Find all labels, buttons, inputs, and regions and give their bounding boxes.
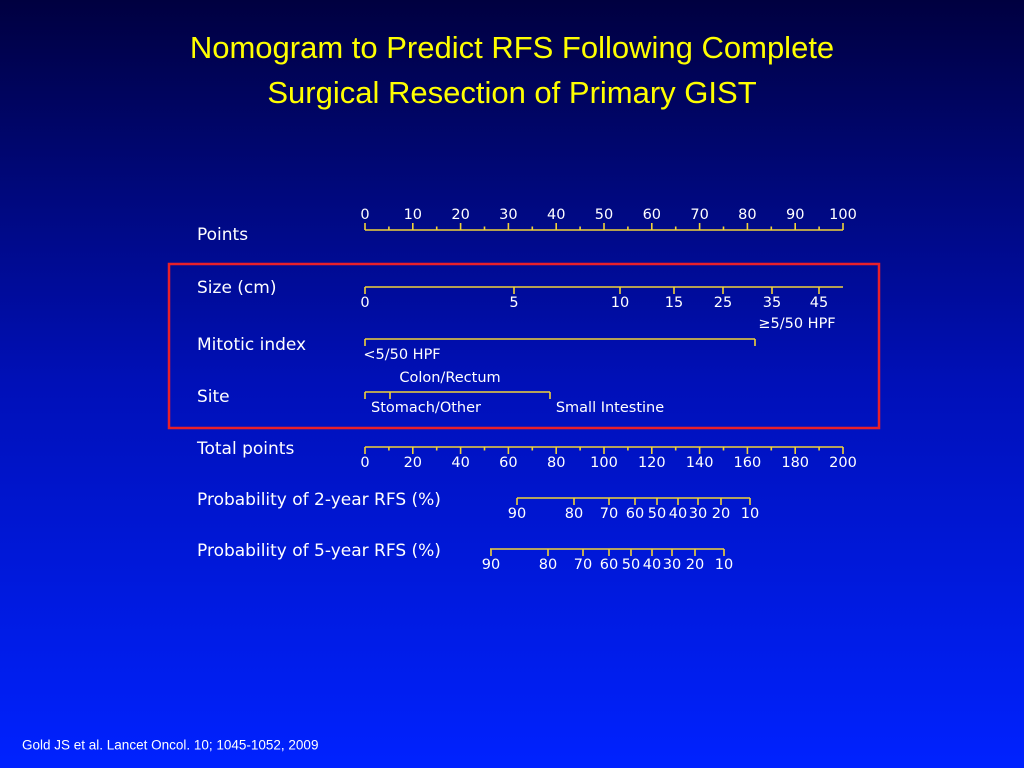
tick-label: 140 bbox=[686, 455, 714, 471]
tick-label: 40 bbox=[669, 506, 687, 522]
tick-label: 100 bbox=[590, 455, 618, 471]
tick-label: Small Intestine bbox=[556, 400, 664, 416]
tick-label: 80 bbox=[539, 557, 557, 573]
tick-label: 0 bbox=[360, 295, 369, 311]
footnote: Gold JS et al. Lancet Oncol. 10; 1045-10… bbox=[22, 738, 318, 753]
tick-label: 70 bbox=[690, 207, 708, 223]
tick-label: 180 bbox=[781, 455, 809, 471]
tick-label: 100 bbox=[829, 207, 857, 223]
tick-label: 0 bbox=[360, 207, 369, 223]
tick-label: 15 bbox=[665, 295, 683, 311]
tick-label: 120 bbox=[638, 455, 666, 471]
tick-label: 160 bbox=[734, 455, 762, 471]
tick-label: 45 bbox=[810, 295, 828, 311]
tick-label: 35 bbox=[763, 295, 781, 311]
tick-label: 90 bbox=[786, 207, 804, 223]
tick-label: 90 bbox=[508, 506, 526, 522]
tick-label: 20 bbox=[404, 455, 422, 471]
tick-label: 60 bbox=[626, 506, 644, 522]
tick-label: 10 bbox=[715, 557, 733, 573]
tick-label: 80 bbox=[565, 506, 583, 522]
tick-label: 25 bbox=[714, 295, 732, 311]
tick-label: 0 bbox=[360, 455, 369, 471]
tick-label: 50 bbox=[648, 506, 666, 522]
tick-label: 50 bbox=[595, 207, 613, 223]
tick-label: 10 bbox=[404, 207, 422, 223]
tick-label: 90 bbox=[482, 557, 500, 573]
tick-label: 200 bbox=[829, 455, 857, 471]
row-label: Size (cm) bbox=[197, 278, 276, 298]
tick-label: <5/50 HPF bbox=[363, 347, 440, 363]
highlight-box bbox=[167, 262, 881, 430]
tick-label: 20 bbox=[451, 207, 469, 223]
tick-label: ≥5/50 HPF bbox=[758, 316, 835, 332]
row-label: Total points bbox=[196, 439, 294, 459]
title: Nomogram to Predict RFS Following Comple… bbox=[190, 30, 834, 65]
row-label: Points bbox=[197, 225, 248, 245]
tick-label: 60 bbox=[600, 557, 618, 573]
tick-label: 70 bbox=[600, 506, 618, 522]
tick-label: 10 bbox=[741, 506, 759, 522]
tick-label: 20 bbox=[686, 557, 704, 573]
row-label: Probability of 2-year RFS (%) bbox=[197, 490, 441, 510]
tick-label: Stomach/Other bbox=[371, 400, 481, 416]
row-label: Site bbox=[197, 387, 230, 407]
tick-label: 60 bbox=[499, 455, 517, 471]
tick-label: 40 bbox=[451, 455, 469, 471]
tick-label: 80 bbox=[738, 207, 756, 223]
tick-label: 60 bbox=[643, 207, 661, 223]
tick-label: 40 bbox=[547, 207, 565, 223]
title: Surgical Resection of Primary GIST bbox=[267, 75, 756, 110]
tick-label: 30 bbox=[689, 506, 707, 522]
tick-label: 20 bbox=[712, 506, 730, 522]
tick-label: 10 bbox=[611, 295, 629, 311]
tick-label: 30 bbox=[499, 207, 517, 223]
tick-label: Colon/Rectum bbox=[399, 370, 500, 386]
row-label: Probability of 5-year RFS (%) bbox=[197, 541, 441, 561]
tick-label: 40 bbox=[643, 557, 661, 573]
tick-label: 70 bbox=[574, 557, 592, 573]
tick-label: 50 bbox=[622, 557, 640, 573]
tick-label: 80 bbox=[547, 455, 565, 471]
row-label: Mitotic index bbox=[197, 335, 306, 355]
tick-label: 5 bbox=[509, 295, 518, 311]
tick-label: 30 bbox=[663, 557, 681, 573]
